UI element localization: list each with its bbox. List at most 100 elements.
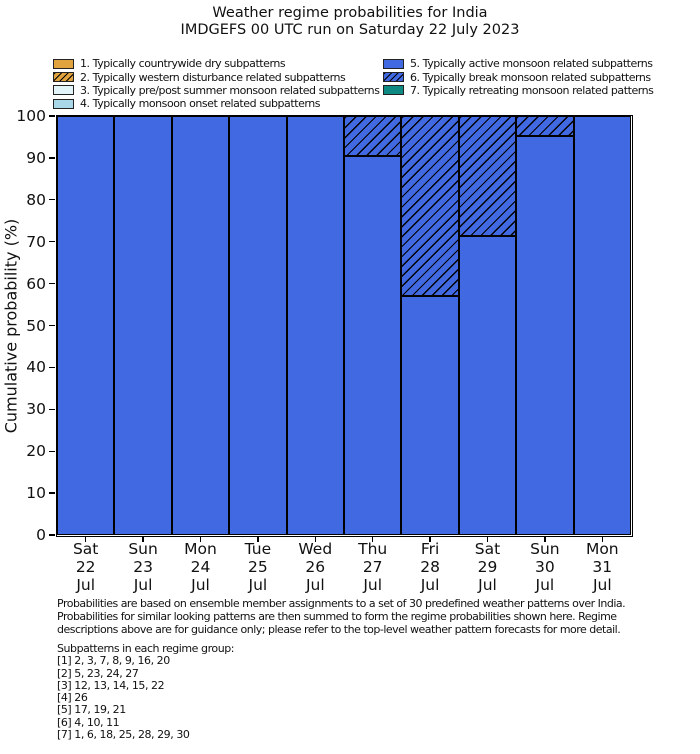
x-tick-label-month: Jul (305, 576, 325, 594)
x-tick-mark (601, 536, 603, 542)
legend-column-left: 1. Typically countrywide dry subpatterns… (53, 57, 380, 111)
x-tick-label: Sun 30 Jul (510, 540, 580, 594)
bar-segment-break-monsoon (344, 116, 402, 156)
bar-segment-active-monsoon (57, 116, 115, 535)
x-tick-label-month: Jul (191, 576, 210, 594)
y-tick-label: 0 (36, 526, 46, 544)
y-tick-mark (49, 282, 55, 285)
subpatterns-list: Subpatterns in each regime group: [1] 2,… (57, 642, 235, 742)
subpatterns-line: [6] 4, 10, 11 (57, 715, 120, 729)
bar-segment-active-monsoon (458, 235, 517, 535)
x-tick-mark (199, 536, 202, 542)
x-tick-label-date: 26 (305, 558, 326, 576)
legend-item-label: 2. Typically western disturbance related… (80, 70, 346, 84)
bar-segment-active-monsoon (573, 116, 631, 535)
x-tick-label-month: Jul (420, 576, 440, 594)
chart-title: Weather regime probabilities for India I… (0, 5, 700, 39)
x-tick-label-day: Sat (474, 540, 501, 558)
x-tick-mark (257, 536, 259, 542)
x-tick-label: Thu 27 Jul (338, 540, 408, 594)
x-tick-label-day: Thu (358, 540, 388, 558)
subpatterns-line: [3] 12, 13, 14, 15, 22 (57, 678, 165, 692)
legend-swatch-icon (383, 58, 404, 69)
bar-segment-active-monsoon (229, 116, 287, 535)
x-tick-label-date: 29 (477, 558, 498, 576)
legend-swatch-icon (383, 85, 404, 96)
x-tick-label-month: Jul (363, 576, 383, 594)
bar-sun-30 (516, 116, 574, 535)
y-tick-label: 60 (26, 274, 46, 293)
subpatterns-line: [4] 26 (57, 691, 88, 705)
footnote-line: Probabilities for similar looking patter… (57, 610, 617, 623)
x-tick-label-day: Tue (244, 540, 272, 558)
bar-tue-25 (229, 116, 287, 535)
x-tick-mark (142, 536, 144, 542)
x-tick-label: Sat 29 Jul (453, 540, 523, 594)
x-tick-label-date: 25 (248, 558, 268, 576)
x-tick-label-date: 24 (190, 558, 211, 576)
y-tick-mark (49, 157, 55, 159)
x-tick-label-month: Jul (592, 576, 612, 594)
y-tick-mark (49, 408, 55, 410)
x-tick-label-day: Mon (585, 540, 619, 558)
legend-item-label: 1. Typically countrywide dry subpatterns (80, 57, 286, 71)
y-tick-label: 70 (26, 232, 46, 251)
legend-swatch-icon (53, 58, 74, 69)
legend-swatch-icon (53, 85, 74, 96)
x-tick-label: Tue 25 Jul (223, 540, 293, 594)
x-tick-label: Wed 26 Jul (280, 540, 350, 594)
legend-item-label: 5. Typically active monsoon related subp… (410, 57, 653, 71)
x-tick-label-month: Jul (535, 576, 555, 594)
x-tick-label-month: Jul (133, 576, 153, 594)
x-tick-label-day: Sun (128, 540, 158, 558)
x-tick-mark (314, 536, 316, 542)
y-tick-mark (49, 534, 55, 536)
x-tick-mark (429, 536, 431, 542)
x-tick-label-day: Sat (72, 540, 99, 558)
legend-swatch-icon (53, 98, 74, 109)
bar-segment-active-monsoon (171, 116, 230, 535)
legend-item: 2. Typically western disturbance related… (53, 70, 379, 84)
y-tick-label: 90 (26, 148, 46, 167)
y-tick-label: 30 (26, 400, 46, 419)
y-tick-mark (49, 199, 55, 201)
legend-item-label: 7. Typically retreating monsoon related … (410, 83, 654, 97)
x-tick-label: Sat 22 Jul (51, 540, 121, 594)
x-tick-label: Fri 28 Jul (395, 540, 465, 594)
bar-sun-23 (114, 116, 172, 535)
bar-fri-28 (401, 116, 459, 535)
footnote: Probabilities are based on ensemble memb… (57, 597, 626, 636)
bar-segment-active-monsoon (286, 116, 344, 535)
x-tick-mark (372, 536, 374, 542)
x-tick-label-date: 31 (592, 558, 613, 576)
legend-swatch-hatched-icon (383, 72, 404, 83)
legend-item: 3. Typically pre/post summer monsoon rel… (53, 83, 380, 97)
legend-item-label: 3. Typically pre/post summer monsoon rel… (80, 83, 380, 97)
subpatterns-title: Subpatterns in each regime group: (57, 642, 235, 655)
bar-segment-active-monsoon (401, 295, 459, 535)
bar-thu-27 (344, 116, 402, 535)
x-tick-mark (544, 536, 546, 542)
x-tick-label-day: Mon (184, 540, 217, 558)
legend-item: 4. Typically monsoon onset related subpa… (53, 97, 379, 110)
footnote-line: Probabilities are based on ensemble memb… (57, 597, 626, 610)
x-tick-label: Mon 31 Jul (567, 540, 637, 594)
legend: 1. Typically countrywide dry subpatterns… (53, 57, 673, 113)
x-tick-label-month: Jul (76, 576, 96, 594)
chart: Cumulative probability (%) 0 10 20 30 40 50 60… (2, 108, 633, 594)
x-tick-label-date: 27 (362, 558, 383, 576)
y-tick-mark (49, 450, 55, 452)
x-tick-label-date: 22 (75, 558, 96, 576)
bar-sat-22 (57, 116, 115, 535)
subpatterns-line: [7] 1, 6, 18, 25, 28, 29, 30 (57, 728, 190, 742)
bar-segment-active-monsoon (516, 136, 574, 535)
x-tick-label-date: 30 (535, 558, 555, 576)
y-tick-label: 80 (26, 190, 46, 209)
x-tick-label-date: 28 (420, 558, 440, 576)
x-tick-label-date: 23 (133, 558, 153, 576)
legend-item: 7. Typically retreating monsoon related … (383, 83, 654, 97)
x-tick-label: Sun 23 Jul (108, 540, 178, 594)
legend-item: 5. Typically active monsoon related subp… (383, 57, 653, 70)
bar-segment-break-monsoon (458, 116, 517, 236)
